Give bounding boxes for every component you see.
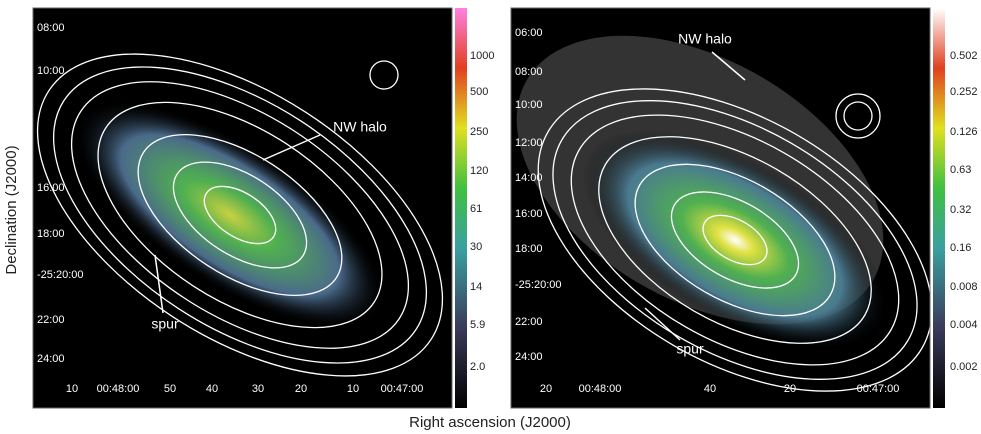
colorbar-label: 0.008 xyxy=(950,281,978,293)
ra-tick-label: 20 xyxy=(784,383,796,395)
colorbar-label: 0.63 xyxy=(950,164,971,176)
colorbar xyxy=(933,8,945,408)
dec-tick-label: 08:00 xyxy=(515,66,543,78)
annotation: spur xyxy=(151,316,179,332)
dec-tick-label: 22:00 xyxy=(37,314,65,326)
colorbar-label: 0.004 xyxy=(950,319,978,331)
ra-tick-label: 40 xyxy=(206,383,218,395)
colorbar-label: 250 xyxy=(470,126,488,138)
ra-tick-label: 20 xyxy=(295,383,307,395)
colorbar-label: 2.0 xyxy=(470,361,485,373)
annotation: spur xyxy=(676,341,704,357)
colorbar-label: 0.252 xyxy=(950,86,978,98)
ra-tick-label: 40 xyxy=(704,383,716,395)
dec-tick-label: 18:00 xyxy=(37,228,65,240)
annotation: NW halo xyxy=(333,119,387,135)
dec-tick-label: -25:20:00 xyxy=(37,269,83,281)
dec-tick-label: 08:00 xyxy=(37,22,65,34)
colorbar-label: 0.126 xyxy=(950,126,978,138)
dec-tick-label: -25:20:00 xyxy=(515,279,561,291)
x-axis-label: Right ascension (J2000) xyxy=(409,414,571,431)
colorbar-label: 30 xyxy=(470,241,482,253)
ra-tick-label: 10 xyxy=(347,383,359,395)
colorbar-label: 0.502 xyxy=(950,50,978,62)
dec-tick-label: 22:00 xyxy=(515,316,543,328)
colorbar-label: 0.32 xyxy=(950,204,971,216)
dec-tick-label: 24:00 xyxy=(515,351,543,363)
colorbar-label: 0.002 xyxy=(950,361,978,373)
left-image xyxy=(32,7,453,409)
dec-tick-label: 24:00 xyxy=(37,353,65,365)
dec-tick-label: 16:00 xyxy=(37,182,65,194)
colorbar-label: 61 xyxy=(470,203,482,215)
ra-tick-label: 30 xyxy=(252,383,264,395)
dec-tick-label: 10:00 xyxy=(515,99,543,111)
ra-tick-label: 10 xyxy=(66,383,78,395)
colorbar-label: 500 xyxy=(470,86,488,98)
dec-tick-label: 16:00 xyxy=(515,208,543,220)
ra-tick-label: 00:48:00 xyxy=(579,383,622,395)
dec-tick-label: 14:00 xyxy=(515,172,543,184)
colorbar-label: 14 xyxy=(470,281,482,293)
ra-tick-label: 50 xyxy=(164,383,176,395)
colorbar-label: 1000 xyxy=(470,50,494,62)
colorbar-label: 0.16 xyxy=(950,242,971,254)
colorbar-label: 120 xyxy=(470,165,488,177)
colorbar xyxy=(455,8,467,408)
colorbar-label: 5.9 xyxy=(470,319,485,331)
ra-tick-label: 00:48:00 xyxy=(97,383,140,395)
dec-tick-label: 18:00 xyxy=(515,243,543,255)
y-axis-label: Declination (J2000) xyxy=(3,145,20,274)
dec-tick-label: 06:00 xyxy=(515,27,543,39)
dec-tick-label: 12:00 xyxy=(515,137,543,149)
dec-tick-label: 10:00 xyxy=(37,65,65,77)
annotation: NW halo xyxy=(678,31,732,47)
ra-tick-label: 00:47:00 xyxy=(381,383,424,395)
ra-tick-label: 00:47:00 xyxy=(857,383,900,395)
ra-tick-label: 20 xyxy=(540,383,552,395)
right-image xyxy=(510,7,933,409)
